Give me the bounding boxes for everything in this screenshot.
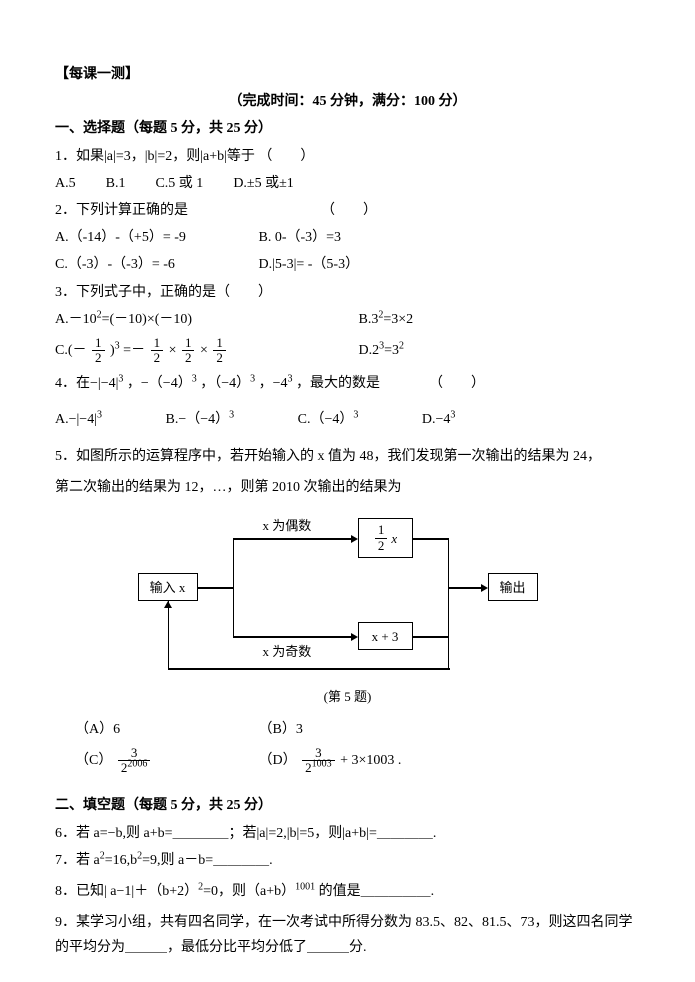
q1-opt-b: B.1 [106,171,126,196]
q2-stem: 2．下列计算正确的是 （ ） [55,198,640,223]
page-title: 【每课一测】 [55,62,640,87]
q3-opt-c: C.(－ 12 )3 =－ 12 × 12 × 12 [55,336,355,366]
fc-line [448,587,450,670]
q9: 9．某学习小组，共有四名同学，在一次考试中所得分数为 83.5、82、81.5、… [55,910,640,960]
fc-line [413,636,448,638]
q1-opt-a: A.5 [55,171,76,196]
fc-odd-label: x 为奇数 [263,640,312,663]
fc-line [448,587,483,589]
q4-options: A.−|−4|3 B.−（−4）3 C.（−4）3 D.−43 [55,407,640,432]
fc-line [168,668,450,670]
fc-line [233,538,235,638]
q4-opt-d: D.−43 [422,412,456,427]
q5-stem1: 5．如图所示的运算程序中，若开始输入的 x 值为 48，我们发现第一次输出的结果… [55,444,640,469]
fc-input-box: 输入 x [138,573,198,601]
q4-opt-b: B.−（−4）3 [166,412,235,427]
fc-line [198,587,233,589]
q2-opt-c: C.（-3）-（-3）= -6 [55,252,255,277]
q5-flowchart: 输入 x x 为偶数 12 x x 为奇数 x + 3 输出 [138,508,558,683]
q3-row2: C.(－ 12 )3 =－ 12 × 12 × 12 D.23=32 [55,336,640,366]
q1-opt-d: D.±5 或±1 [233,171,293,196]
q1-options: A.5 B.1 C.5 或 1 D.±5 或±1 [55,171,640,196]
q5-stem2: 第二次输出的结果为 12，…，则第 2010 次输出的结果为 [55,475,640,500]
fc-line [233,538,353,540]
q5-opt-c: （C） 3 22006 [55,746,255,776]
q4-opt-a: A.−|−4|3 [55,412,102,427]
section1-heading: 一、选择题（每题 5 分，共 25 分） [55,116,640,141]
fc-plus-box: x + 3 [358,622,413,650]
q3-opt-b: B.32=3×2 [359,312,414,327]
q3-row1: A.－102=(－10)×(－10) B.32=3×2 [55,307,640,332]
q6: 6．若 a=−b,则 a+b=＿＿＿＿；若|a|=2,|b|=5，则|a+b|=… [55,821,640,846]
fc-arrow [481,584,488,592]
q1-opt-c: C.5 或 1 [155,171,203,196]
q8: 8．已知| a−1|＋（b+2）2=0，则（a+b）1001 的值是＿＿＿＿＿. [55,879,640,904]
q3-stem: 3．下列式子中，正确的是（ ） [55,280,640,305]
q5-opt-d: （D） 3 21003 + 3×1003 . [259,753,402,768]
q7: 7．若 a2=16,b2=9,则 a－b=＿＿＿＿. [55,848,640,873]
fc-line [233,636,353,638]
q2-opt-d: D.|5-3|= -（5-3） [259,257,360,272]
fc-arrow-up [164,601,172,608]
page-subtitle: （完成时间：45 分钟，满分：100 分） [55,89,640,114]
q3-opt-d: D.23=32 [359,343,405,358]
q4-opt-c: C.（−4）3 [298,412,359,427]
q5-opts-row2: （C） 3 22006 （D） 3 21003 + 3×1003 . [55,746,640,776]
fc-line [168,601,170,670]
q1-stem: 1．如果|a|=3，|b|=2，则|a+b|等于 （ ） [55,144,640,169]
q2-row1: A.（-14）-（+5）= -9 B. 0-（-3）=3 [55,225,640,250]
q2-row2: C.（-3）-（-3）= -6 D.|5-3|= -（5-3） [55,252,640,277]
q3-opt-a: A.－102=(－10)×(－10) [55,307,355,332]
fc-half-box: 12 x [358,518,413,558]
section2-heading: 二、填空题（每题 5 分，共 25 分） [55,793,640,818]
q2-opt-b: B. 0-（-3）=3 [259,230,342,245]
q5-opts-row1: （A）6 （B）3 [55,717,640,742]
q5-caption: (第 5 题) [55,685,640,708]
fc-line [413,538,448,540]
fc-arrow [351,633,358,641]
fc-arrow [351,535,358,543]
fc-output-box: 输出 [488,573,538,601]
fc-even-label: x 为偶数 [263,514,312,537]
q5-opt-b: （B）3 [259,722,303,737]
q4-stem: 4．在−|−4|3 ，−（−4）3 ，（−4）3 ，−43 ，最大的数是 （ ） [55,371,640,396]
q5-opt-a: （A）6 [55,717,255,742]
q2-opt-a: A.（-14）-（+5）= -9 [55,225,255,250]
